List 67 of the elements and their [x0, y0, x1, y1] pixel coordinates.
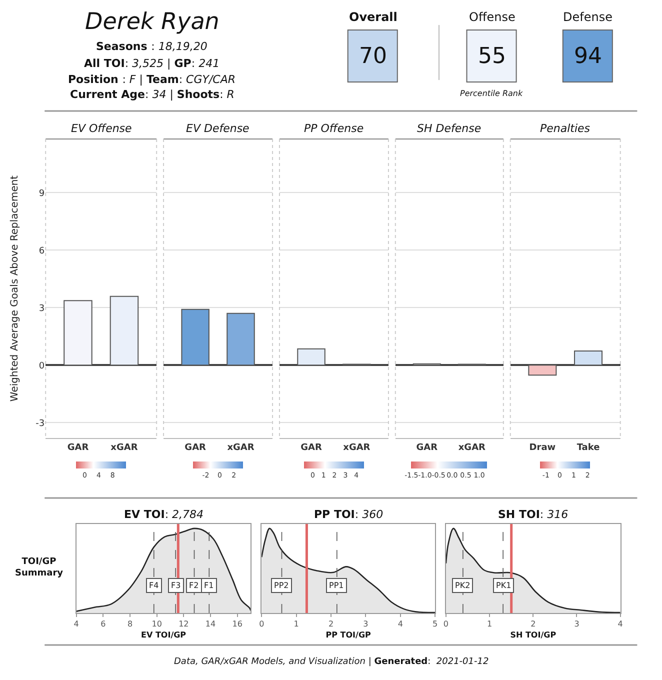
x-tick-label: xGAR [343, 442, 370, 453]
x-tick-label: 4 [618, 620, 623, 629]
x-axis-title: PP TOI/GP [326, 630, 372, 640]
x-tick-label: 6 [100, 620, 106, 629]
y-tick-label: 0 [38, 361, 45, 372]
x-tick-label: 2 [530, 620, 536, 629]
category-label: Offense [469, 10, 516, 24]
category-label: Defense [563, 10, 612, 24]
chart-title: Penalties [540, 122, 590, 135]
y-tick-label: 6 [38, 246, 45, 256]
x-tick-label: 8 [127, 620, 133, 629]
text: Current Age: 34 | Shoots: R [70, 88, 234, 101]
x-tick-label: 4 [398, 620, 403, 629]
x-tick-label: GAR [300, 442, 322, 453]
data-label: 94 [574, 44, 602, 69]
x-axis-title: EV TOI/GP [141, 630, 186, 640]
y-tick-label: -3 [36, 418, 45, 429]
x-tick-label: 3 [363, 620, 368, 629]
x-tick-label: Draw [529, 442, 556, 453]
chart-title: PP Offense [304, 122, 364, 135]
x-tick-label: 0 [259, 620, 264, 629]
ref-line-label: F1 [204, 581, 214, 590]
x-tick-label: GAR [416, 442, 438, 453]
x-tick-label: 5 [432, 620, 438, 629]
x-tick-label: 2 [328, 620, 334, 629]
x-tick-label: xGAR [110, 442, 138, 453]
x-tick-label: 14 [205, 620, 216, 629]
data-label: 70 [359, 44, 387, 69]
x-tick-label: xGAR [458, 442, 486, 453]
x-tick-label: 1 [487, 620, 492, 629]
text: Derek Ryan [85, 9, 220, 35]
chart-title: EV TOI: 2,784 [124, 508, 204, 521]
ref-line-label: PP2 [274, 581, 289, 590]
x-tick-label: 12 [178, 620, 189, 629]
data-label: 55 [478, 44, 506, 69]
x-tick-label: 10 [152, 620, 162, 629]
x-tick-label: GAR [67, 442, 89, 453]
x-tick-label: 1 [294, 620, 299, 629]
y-tick-label: 9 [38, 188, 45, 199]
chart-title: EV Defense [186, 122, 250, 135]
y-axis-title: Weighted Average Goals Above Replacement [10, 175, 21, 402]
text: Percentile Rank [460, 89, 524, 98]
chart-title: PP TOI: 360 [314, 508, 384, 521]
x-tick-label: 3 [574, 620, 580, 629]
text: Data, GAR/xGAR Models, and Visualization | Generated: 2021-01-12 [174, 657, 489, 667]
ref-line-label: PK2 [455, 581, 470, 590]
ref-line-label: PK1 [496, 581, 512, 590]
x-tick-label: 0 [443, 620, 448, 629]
ref-line-label: PP1 [329, 581, 344, 590]
y-tick-label: 3 [38, 304, 45, 314]
text: All TOI: 3,525 | GP: 241 [84, 57, 220, 70]
category-label: Overall [349, 10, 398, 24]
x-tick-label: GAR [184, 442, 206, 453]
x-tick-label: xGAR [227, 442, 254, 453]
x-tick-label: 4 [74, 620, 79, 629]
ref-line-label: F2 [189, 581, 199, 590]
ref-line-label: F4 [149, 581, 159, 590]
x-axis-title: SH TOI/GP [510, 630, 556, 640]
x-tick-label: 16 [232, 620, 242, 629]
x-tick-label: Take [576, 442, 600, 453]
text: Seasons : 18,19,20 [96, 40, 208, 53]
chart-title: SH Defense [417, 122, 482, 135]
text: TOI/GP Summary [15, 557, 64, 579]
chart-title: SH TOI: 316 [498, 508, 568, 521]
text: Position : F | Team: CGY/CAR [68, 73, 236, 86]
ref-line-label: F3 [171, 581, 181, 590]
chart-title: EV Offense [71, 122, 132, 135]
